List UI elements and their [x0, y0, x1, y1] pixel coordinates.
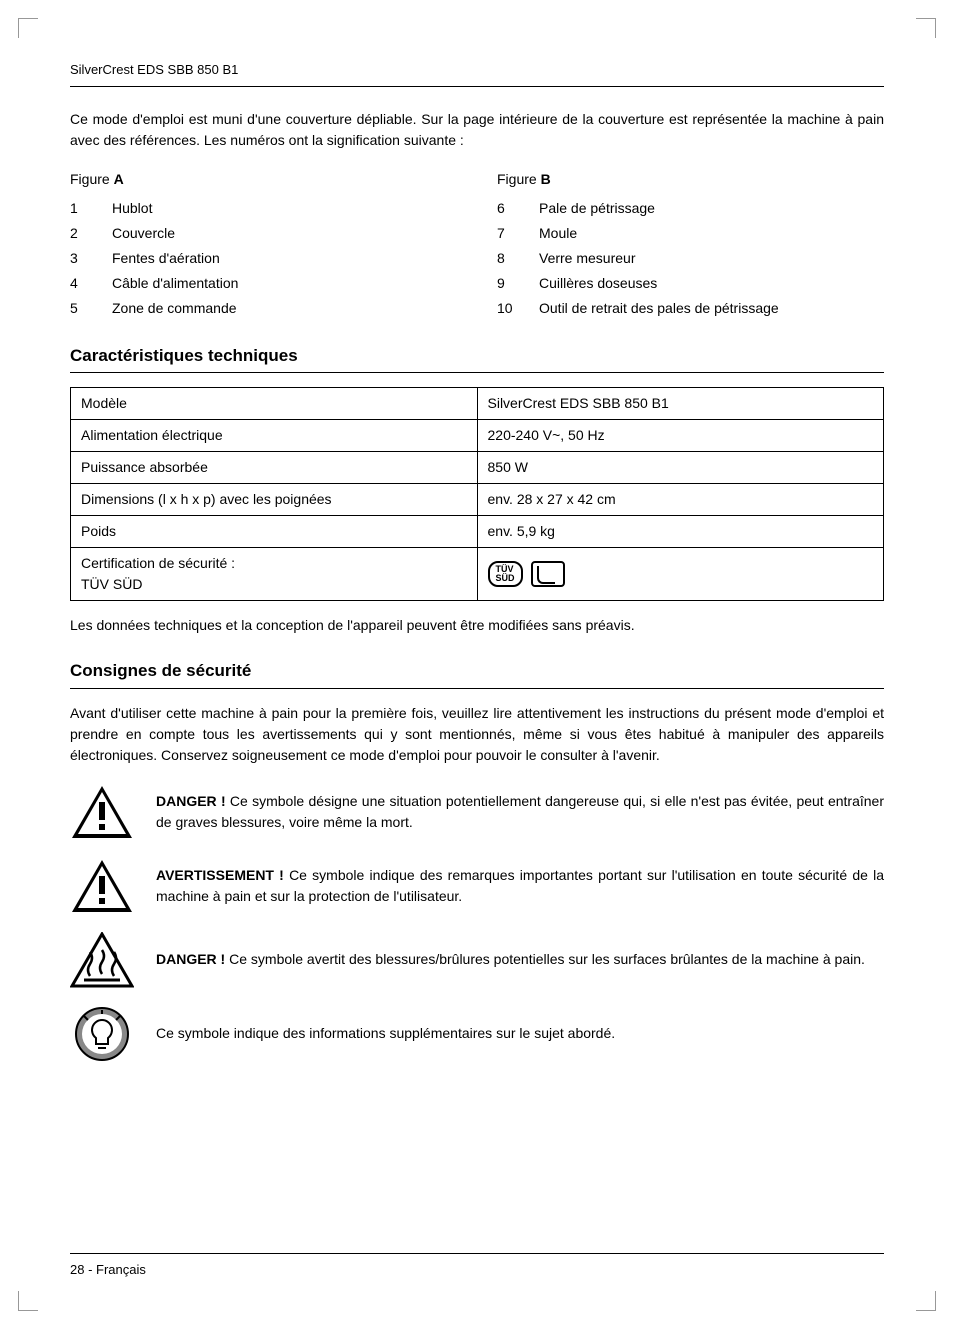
figure-item-number: 6 [497, 198, 517, 219]
figure-item-label: Fentes d'aération [112, 248, 220, 269]
tech-value: env. 5,9 kg [477, 516, 884, 548]
figure-a-list: 1 Hublot 2 Couvercle 3 Fentes d'aération 4 Câbl… [70, 196, 457, 321]
safety-text: Ce symbole indique des informations supp… [156, 1023, 884, 1044]
tech-table: ModèleSilverCrest EDS SBB 850 B1Alimenta… [70, 387, 884, 601]
figure-item: 6 Pale de pétrissage [497, 196, 884, 221]
figure-item-number: 7 [497, 223, 517, 244]
page-footer: 28 - Français [70, 1253, 884, 1280]
figure-item-number: 4 [70, 273, 90, 294]
figure-a-title: Figure A [70, 169, 457, 190]
figure-a-column: Figure A 1 Hublot 2 Couvercle 3 Fentes d'aéra… [70, 169, 457, 321]
figure-item-number: 5 [70, 298, 90, 319]
figure-item: 4 Câble d'alimentation [70, 271, 457, 296]
gs-badge-icon [531, 561, 565, 587]
safety-item: Ce symbole indique des informations supp… [70, 1006, 884, 1062]
safety-item: DANGER ! Ce symbole avertit des blessure… [70, 932, 884, 988]
figure-item-label: Verre mesureur [539, 248, 635, 269]
figure-item: 10 Outil de retrait des pales de pétrissa… [497, 296, 884, 321]
tech-heading: Caractéristiques techniques [70, 343, 884, 374]
figure-item: 9 Cuillères doseuses [497, 271, 884, 296]
warn-caution-icon [70, 858, 134, 914]
tech-row-cert: Certification de sécurité : TÜV SÜD TÜVS… [71, 548, 884, 601]
figure-b-column: Figure B 6 Pale de pétrissage 7 Moule 8 Verre… [497, 169, 884, 321]
figure-item-number: 8 [497, 248, 517, 269]
safety-text: AVERTISSEMENT ! Ce symbole indique des r… [156, 865, 884, 907]
safety-heading: Consignes de sécurité [70, 658, 884, 689]
figure-item-label: Outil de retrait des pales de pétrissage [539, 298, 779, 319]
page-header: SilverCrest EDS SBB 850 B1 [70, 60, 884, 87]
figure-reference-block: Figure A 1 Hublot 2 Couvercle 3 Fentes d'aéra… [70, 169, 884, 321]
figure-item: 5 Zone de commande [70, 296, 457, 321]
warn-danger-icon [70, 784, 134, 840]
info-bulb-icon [70, 1006, 134, 1062]
figure-item-label: Couvercle [112, 223, 175, 244]
warn-hot-icon [70, 932, 134, 988]
tech-row: Puissance absorbée850 W [71, 452, 884, 484]
tech-row: Dimensions (l x h x p) avec les poignées… [71, 484, 884, 516]
tech-value: env. 28 x 27 x 42 cm [477, 484, 884, 516]
figure-item-label: Moule [539, 223, 577, 244]
tech-key: Puissance absorbée [71, 452, 478, 484]
figure-item-label: Zone de commande [112, 298, 237, 319]
tech-row: Alimentation électrique220-240 V~, 50 Hz [71, 420, 884, 452]
figure-item-label: Cuillères doseuses [539, 273, 657, 294]
tech-value: SilverCrest EDS SBB 850 B1 [477, 388, 884, 420]
figure-item-number: 9 [497, 273, 517, 294]
tech-row: Poidsenv. 5,9 kg [71, 516, 884, 548]
cert-badge-cell: TÜVSÜD [477, 548, 884, 601]
cert-label-cell: Certification de sécurité : TÜV SÜD [71, 548, 478, 601]
tech-key: Alimentation électrique [71, 420, 478, 452]
page-lang: Français [96, 1262, 146, 1277]
figure-item-label: Hublot [112, 198, 152, 219]
safety-item: AVERTISSEMENT ! Ce symbole indique des r… [70, 858, 884, 914]
safety-list: DANGER ! Ce symbole désigne une situatio… [70, 784, 884, 1062]
figure-item: 7 Moule [497, 221, 884, 246]
page-number: 28 [70, 1262, 84, 1277]
safety-item: DANGER ! Ce symbole désigne une situatio… [70, 784, 884, 840]
tech-value: 220-240 V~, 50 Hz [477, 420, 884, 452]
tech-key: Modèle [71, 388, 478, 420]
safety-intro: Avant d'utiliser cette machine à pain po… [70, 703, 884, 766]
figure-item: 3 Fentes d'aération [70, 246, 457, 271]
tuv-badge-icon: TÜVSÜD [488, 561, 523, 587]
figure-item: 1 Hublot [70, 196, 457, 221]
tech-value: 850 W [477, 452, 884, 484]
tech-key: Poids [71, 516, 478, 548]
figure-item-number: 10 [497, 298, 517, 319]
safety-text: DANGER ! Ce symbole avertit des blessure… [156, 949, 884, 970]
figure-b-title: Figure B [497, 169, 884, 190]
figure-item-number: 1 [70, 198, 90, 219]
figure-item-label: Pale de pétrissage [539, 198, 655, 219]
tech-row: ModèleSilverCrest EDS SBB 850 B1 [71, 388, 884, 420]
figure-item-label: Câble d'alimentation [112, 273, 238, 294]
figure-b-list: 6 Pale de pétrissage 7 Moule 8 Verre mesureur… [497, 196, 884, 321]
figure-item: 2 Couvercle [70, 221, 457, 246]
tech-key: Dimensions (l x h x p) avec les poignées [71, 484, 478, 516]
figure-item: 8 Verre mesureur [497, 246, 884, 271]
figure-item-number: 2 [70, 223, 90, 244]
product-name: SilverCrest EDS SBB 850 B1 [70, 62, 238, 77]
intro-paragraph: Ce mode d'emploi est muni d'une couvertu… [70, 109, 884, 151]
safety-text: DANGER ! Ce symbole désigne une situatio… [156, 791, 884, 833]
tech-note: Les données techniques et la conception … [70, 615, 884, 636]
figure-item-number: 3 [70, 248, 90, 269]
